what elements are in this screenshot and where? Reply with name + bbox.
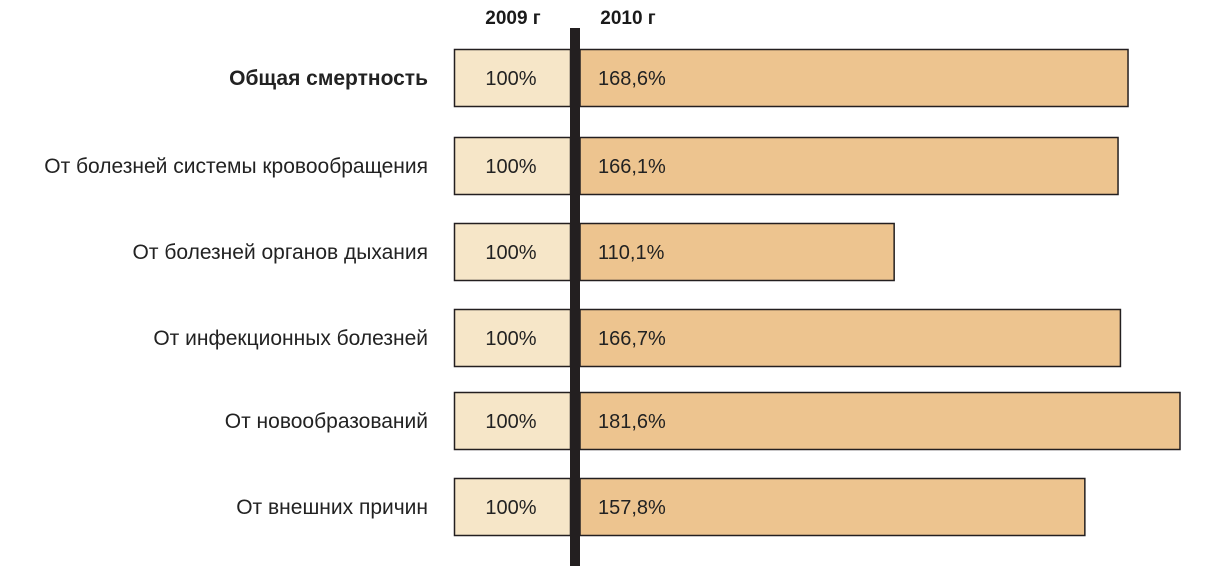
category-label: От внешних причин: [236, 496, 428, 519]
category-label: Общая смертность: [229, 67, 428, 90]
category-label: От новообразований: [225, 410, 428, 433]
bar-2009: [453, 136, 572, 196]
value-label-2009: 100%: [485, 411, 536, 433]
value-label-2009: 100%: [485, 328, 536, 350]
value-label-2010: 166,1%: [598, 156, 666, 178]
category-label: От инфекционных болезней: [153, 327, 428, 350]
category-label: От болезней системы кровообращения: [44, 155, 428, 178]
baseline-divider: [570, 28, 580, 566]
bar-2009: [453, 48, 572, 108]
legend-2010-label: 2010 г: [600, 8, 656, 29]
value-label-2009: 100%: [485, 242, 536, 264]
bar-2009: [453, 308, 572, 368]
value-label-2010: 166,7%: [598, 328, 666, 350]
bar-2010: [579, 136, 1119, 196]
bar-2010: [579, 391, 1181, 451]
value-label-2009: 100%: [485, 156, 536, 178]
value-label-2010: 168,6%: [598, 68, 666, 90]
value-label-2010: 110,1%: [598, 242, 665, 264]
bar-2010: [579, 477, 1086, 537]
bar-2009: [453, 477, 572, 537]
category-label: От болезней органов дыхания: [133, 241, 428, 264]
value-label-2009: 100%: [485, 497, 536, 519]
bar-2009: [453, 222, 572, 282]
value-label-2010: 157,8%: [598, 497, 666, 519]
value-label-2009: 100%: [485, 68, 536, 90]
value-label-2010: 181,6%: [598, 411, 666, 433]
legend-2009-label: 2009 г: [485, 8, 541, 29]
bar-2010: [579, 48, 1129, 108]
bar-2009: [453, 391, 572, 451]
